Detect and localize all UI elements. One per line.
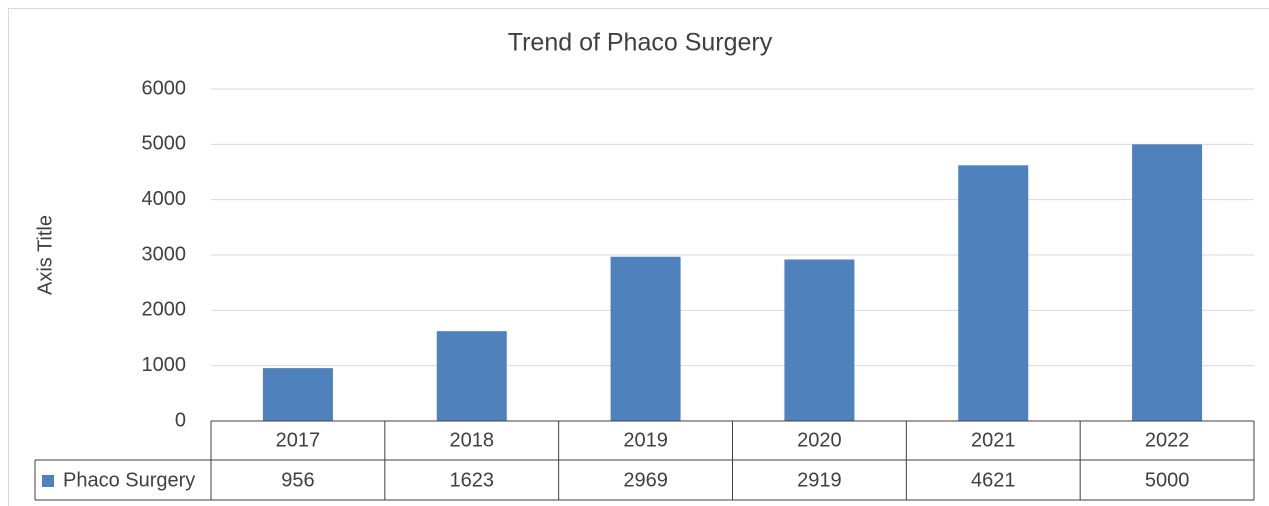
y-tick-label: 0 (175, 409, 186, 431)
table-value: 2919 (797, 469, 842, 491)
bar (262, 368, 333, 421)
legend-label: Phaco Surgery (63, 469, 195, 491)
x-tick-label: 2020 (797, 429, 842, 451)
x-tick-label: 2017 (276, 429, 321, 451)
bar (784, 259, 855, 421)
y-tick-label: 4000 (142, 188, 187, 210)
y-axis-title: Axis Title (34, 215, 56, 295)
y-tick-label: 2000 (142, 299, 187, 321)
table-value: 5000 (1145, 469, 1190, 491)
bar (1132, 144, 1203, 422)
y-tick-label: 1000 (142, 354, 187, 376)
table-value: 2969 (623, 469, 668, 491)
table-value: 1623 (450, 469, 495, 491)
y-tick-label: 6000 (142, 77, 187, 99)
x-tick-label: 2018 (450, 429, 495, 451)
x-tick-label: 2019 (623, 429, 668, 451)
table-value: 4621 (971, 469, 1016, 491)
x-tick-label: 2021 (971, 429, 1016, 451)
y-tick-label: 5000 (142, 133, 187, 155)
table-value: 956 (281, 469, 314, 491)
legend-swatch (42, 475, 54, 487)
bar (958, 165, 1029, 421)
chart-title: Trend of Phaco Surgery (508, 29, 773, 57)
x-tick-label: 2022 (1145, 429, 1190, 451)
bar (436, 331, 507, 421)
bar (610, 256, 681, 421)
y-tick-label: 3000 (142, 243, 187, 265)
